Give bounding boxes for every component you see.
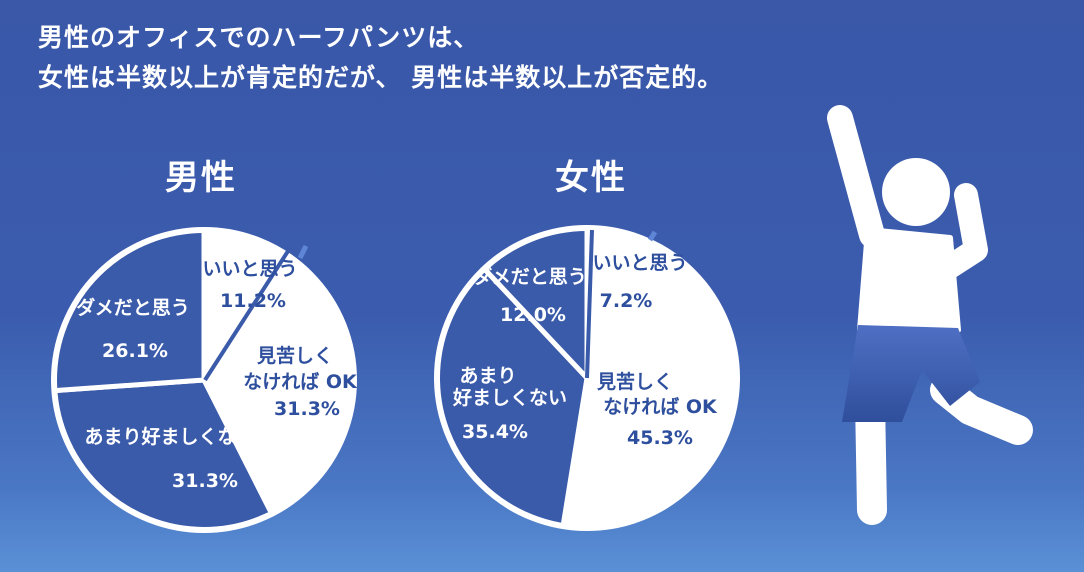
male-slice-label-2: あまり好ましくない: [84, 425, 255, 448]
male-slice-label-1: 見苦しく: [257, 344, 333, 367]
female-slice-value-2: 35.4%: [462, 421, 528, 443]
male-slice-value-2: 31.3%: [172, 470, 238, 492]
male-chart-title: 男性: [165, 158, 237, 198]
headline-line1: 男性のオフィスでのハーフパンツは、: [38, 23, 480, 52]
headline-line2: 女性は半数以上が肯定的だが、 男性は半数以上が否定的。: [38, 63, 724, 92]
female-leader-line: [585, 229, 594, 379]
male-edge-marker: [297, 244, 309, 260]
male-slice-label-1-line2: なければ OK: [243, 371, 358, 393]
female-slice-value-0: 7.2%: [600, 290, 653, 312]
female-edge-marker: [647, 230, 658, 242]
female-pie-outline: [434, 225, 740, 531]
female-slice-label-1: 見苦しく: [597, 370, 673, 393]
male-slice-label-3: ダメだと思う: [76, 296, 189, 319]
female-chart-title: 女性: [555, 158, 627, 198]
headline: 男性のオフィスでのハーフパンツは、 女性は半数以上が肯定的だが、 男性は半数以上…: [38, 18, 723, 98]
jumping-person-icon: [827, 105, 1033, 525]
male-pie-outline: [51, 227, 357, 533]
male-slice-label-0: いいと思う: [202, 258, 297, 280]
female-slice-label-2: あまり: [459, 365, 516, 387]
male-leader-line: [203, 246, 292, 382]
female-slice-label-0: いいと思う: [592, 252, 687, 274]
female-slice-label-2-line2: 好ましくない: [452, 386, 567, 409]
male-slice-value-3: 26.1%: [102, 340, 168, 362]
male-slice-value-1: 31.3%: [274, 398, 340, 420]
female-slice-label-3: ダメだと思う: [473, 265, 586, 288]
male-slice-value-0: 11.2%: [220, 290, 286, 312]
female-slice-value-1: 45.3%: [627, 427, 693, 449]
female-slice-label-1-line2: なければ OK: [603, 396, 718, 418]
female-slice-value-3: 12.0%: [500, 304, 566, 326]
